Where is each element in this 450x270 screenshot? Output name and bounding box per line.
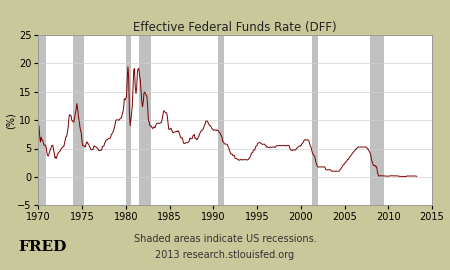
Text: FRED: FRED	[18, 240, 67, 254]
Y-axis label: (%): (%)	[5, 112, 16, 129]
Bar	[370, 35, 384, 205]
Title: Effective Federal Funds Rate (DFF): Effective Federal Funds Rate (DFF)	[133, 21, 337, 34]
Bar	[37, 35, 46, 205]
Bar	[126, 35, 131, 205]
Bar	[72, 35, 84, 205]
Bar	[139, 35, 151, 205]
Text: Shaded areas indicate US recessions.: Shaded areas indicate US recessions.	[134, 234, 316, 244]
Text: 2013 research.stlouisfed.org: 2013 research.stlouisfed.org	[155, 250, 295, 260]
Bar	[312, 35, 318, 205]
Bar	[218, 35, 224, 205]
